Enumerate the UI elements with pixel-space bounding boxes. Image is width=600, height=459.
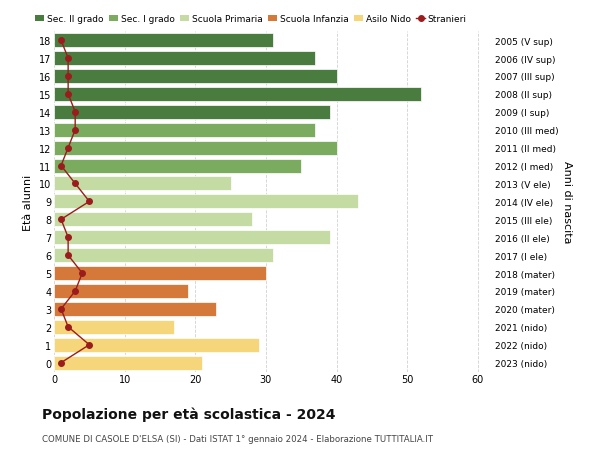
Y-axis label: Anni di nascita: Anni di nascita <box>562 161 572 243</box>
Bar <box>54 52 316 66</box>
Bar <box>54 320 174 334</box>
Bar <box>54 88 421 102</box>
Text: Popolazione per età scolastica - 2024: Popolazione per età scolastica - 2024 <box>42 406 335 421</box>
Text: COMUNE DI CASOLE D'ELSA (SI) - Dati ISTAT 1° gennaio 2024 - Elaborazione TUTTITA: COMUNE DI CASOLE D'ELSA (SI) - Dati ISTA… <box>42 434 433 443</box>
Bar <box>54 267 266 280</box>
Bar <box>54 177 230 191</box>
Bar <box>54 338 259 352</box>
Bar <box>54 123 316 137</box>
Legend: Sec. II grado, Sec. I grado, Scuola Primaria, Scuola Infanzia, Asilo Nido, Stran: Sec. II grado, Sec. I grado, Scuola Prim… <box>35 15 467 24</box>
Bar <box>54 106 329 119</box>
Bar <box>54 249 273 263</box>
Bar <box>54 195 358 209</box>
Y-axis label: Età alunni: Età alunni <box>23 174 33 230</box>
Bar <box>54 285 188 298</box>
Bar <box>54 213 252 227</box>
Bar <box>54 231 329 245</box>
Bar <box>54 159 301 173</box>
Bar <box>54 70 337 84</box>
Bar <box>54 141 337 155</box>
Bar <box>54 302 217 316</box>
Bar <box>54 34 273 48</box>
Bar <box>54 356 202 370</box>
